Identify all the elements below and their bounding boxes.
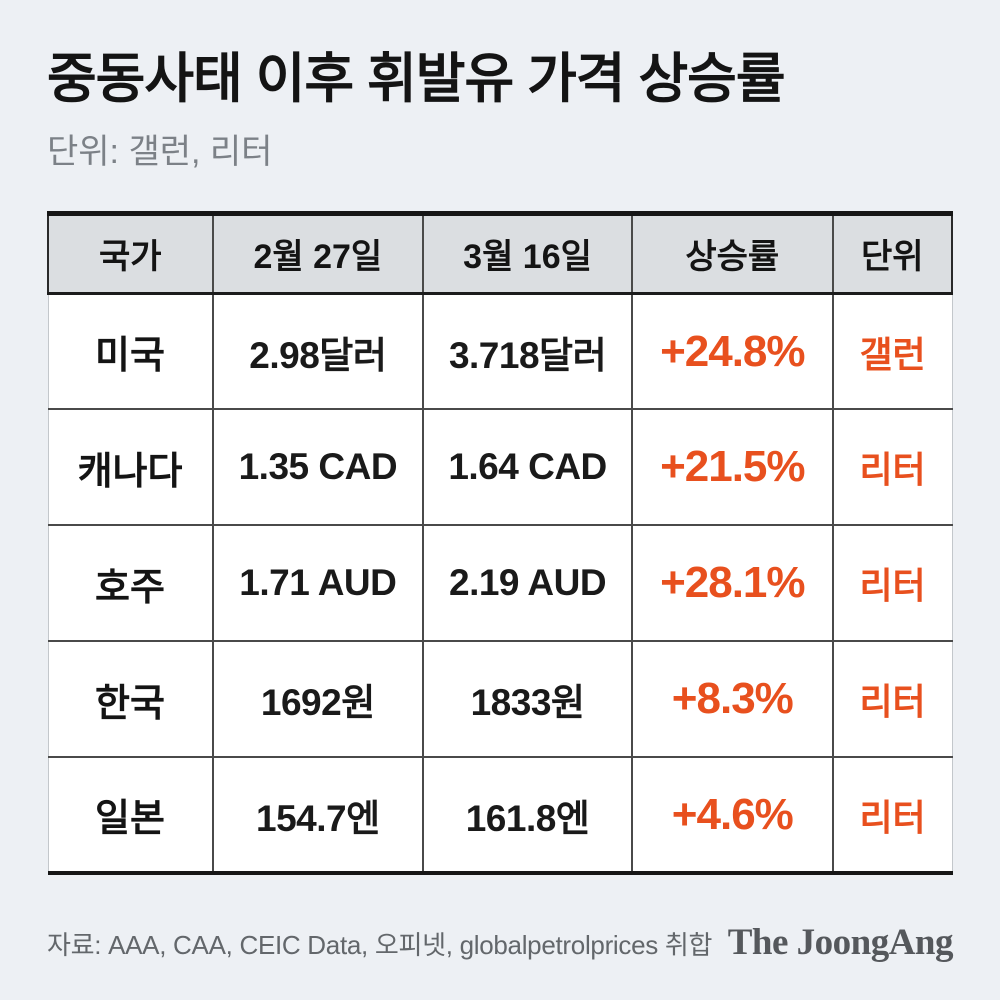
price-feb27-cell: 2.98달러 (211, 292, 424, 410)
unit-cell: 리터 (831, 524, 952, 642)
price-feb27-cell: 1.71 AUD (211, 524, 424, 642)
change-pct-cell: +4.6% (630, 756, 833, 874)
country-cell: 미국 (48, 292, 213, 410)
table-row-japan: 일본 154.7엔 161.8엔 +4.6% 리터 (48, 756, 952, 874)
table-row-australia: 호주 1.71 AUD 2.19 AUD +28.1% 리터 (48, 524, 952, 642)
price-mar16-cell: 1.64 CAD (422, 408, 632, 526)
unit-cell: 리터 (831, 408, 952, 526)
source-note: 자료: AAA, CAA, CEIC Data, 오피넷, globalpetr… (47, 930, 713, 961)
price-feb27-cell: 154.7엔 (211, 756, 424, 874)
table-row-canada: 캐나다 1.35 CAD 1.64 CAD +21.5% 리터 (48, 408, 952, 526)
price-feb27-cell: 1.35 CAD (211, 408, 424, 526)
footer: 자료: AAA, CAA, CEIC Data, 오피넷, globalpetr… (47, 921, 954, 964)
col-header-country: 국가 (47, 213, 213, 295)
col-header-change: 상승률 (630, 213, 833, 295)
table-row-usa: 미국 2.98달러 3.718달러 +24.8% 갤런 (48, 292, 952, 410)
table-row-korea: 한국 1692원 1833원 +8.3% 리터 (48, 640, 952, 758)
col-header-feb27: 2월 27일 (211, 213, 424, 295)
price-mar16-cell: 161.8엔 (422, 756, 632, 874)
unit-note: 단위: 갤런, 리터 (47, 133, 273, 172)
country-cell: 캐나다 (48, 408, 213, 526)
country-cell: 일본 (48, 756, 213, 874)
unit-cell: 리터 (831, 756, 952, 874)
change-pct-cell: +21.5% (630, 408, 833, 526)
price-feb27-cell: 1692원 (211, 640, 424, 758)
country-cell: 호주 (48, 524, 213, 642)
gasoline-price-table: 국가 2월 27일 3월 16일 상승률 단위 미국 2.98달러 3.718달… (47, 210, 954, 876)
price-mar16-cell: 3.718달러 (422, 292, 632, 410)
price-mar16-cell: 2.19 AUD (422, 524, 632, 642)
country-cell: 한국 (48, 640, 213, 758)
change-pct-cell: +28.1% (630, 524, 833, 642)
price-mar16-cell: 1833원 (422, 640, 632, 758)
col-header-mar16: 3월 16일 (422, 213, 632, 295)
col-header-unit: 단위 (831, 213, 954, 295)
unit-cell: 리터 (831, 640, 952, 758)
change-pct-cell: +24.8% (630, 292, 833, 410)
joongang-logo: The JoongAng (727, 922, 954, 964)
page-title: 중동사태 이후 휘발유 가격 상승률 (47, 49, 786, 109)
change-pct-cell: +8.3% (630, 640, 833, 758)
table-header-row: 국가 2월 27일 3월 16일 상승률 단위 (47, 213, 954, 295)
unit-cell: 갤런 (831, 292, 952, 410)
